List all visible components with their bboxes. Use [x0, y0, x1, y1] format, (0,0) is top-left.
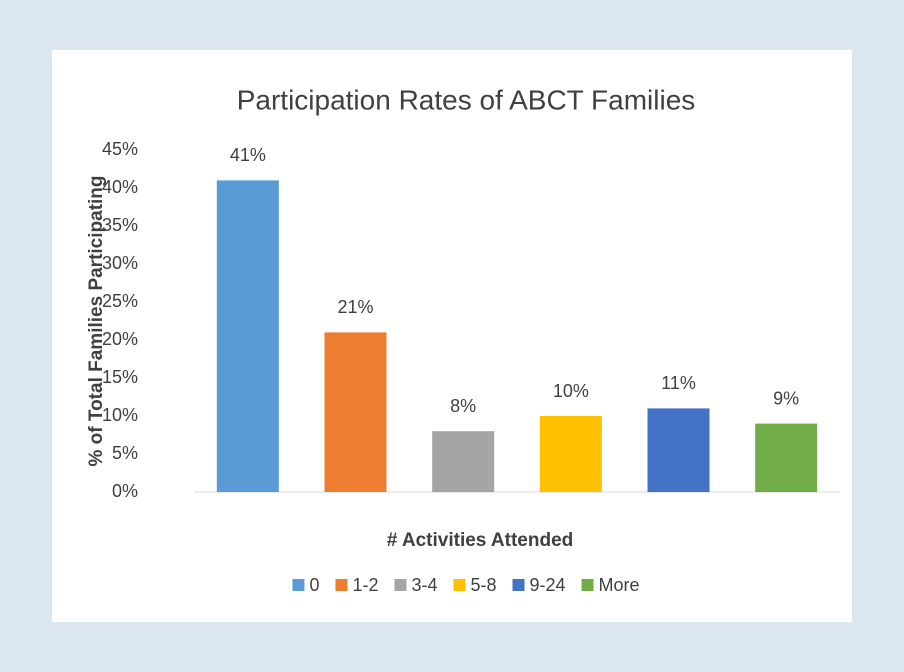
bar	[755, 423, 818, 492]
y-tick-label: 10%	[102, 405, 138, 425]
y-tick-label: 30%	[102, 253, 138, 273]
y-tick-label: 45%	[102, 139, 138, 159]
bar	[216, 180, 279, 492]
y-tick-label: 25%	[102, 291, 138, 311]
data-label: 9%	[773, 388, 799, 408]
legend-swatch	[453, 579, 466, 591]
chart-title: Participation Rates of ABCT Families	[237, 84, 696, 115]
data-label: 11%	[661, 373, 696, 393]
bar	[432, 431, 495, 492]
legend-label: 9-24	[530, 575, 566, 595]
x-axis-label: # Activities Attended	[387, 530, 574, 551]
legend-label: 0	[309, 575, 319, 595]
legend-label: 3-4	[411, 575, 437, 595]
legend-swatch	[581, 579, 594, 591]
legend-swatch	[292, 579, 305, 591]
legend-swatch	[512, 579, 525, 591]
y-axis-label: % of Total Families Participating	[86, 175, 107, 466]
bar	[539, 416, 602, 492]
legend-label: 5-8	[470, 575, 496, 595]
y-tick-label: 5%	[112, 443, 138, 463]
legend-swatch	[335, 579, 348, 591]
data-label: 8%	[450, 396, 476, 416]
y-tick-label: 20%	[102, 329, 138, 349]
bar	[324, 332, 387, 492]
y-tick-label: 15%	[102, 367, 138, 387]
legend-label: 1-2	[352, 575, 378, 595]
bar	[647, 408, 710, 492]
chart-panel	[52, 50, 852, 622]
data-label: 41%	[230, 145, 266, 165]
y-tick-label: 0%	[112, 481, 138, 501]
y-tick-label: 35%	[102, 215, 138, 235]
legend-swatch	[394, 579, 407, 591]
data-label: 10%	[553, 381, 589, 401]
legend-label: More	[599, 575, 640, 595]
y-tick-label: 40%	[102, 177, 138, 197]
data-label: 21%	[337, 297, 373, 317]
